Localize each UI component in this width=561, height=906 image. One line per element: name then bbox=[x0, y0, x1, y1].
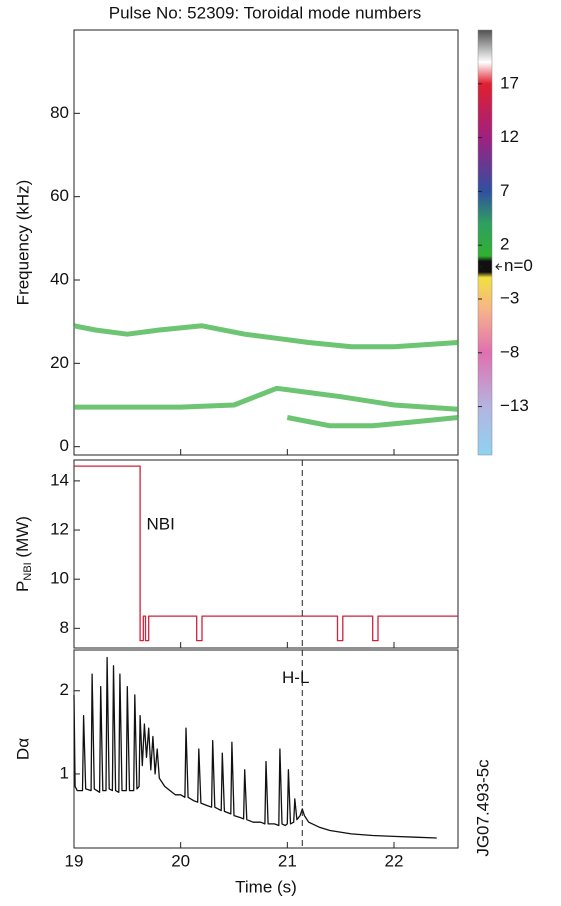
y-tick-label: 60 bbox=[50, 186, 69, 205]
arrow bbox=[495, 263, 502, 271]
data-line bbox=[74, 385, 459, 412]
y-tick-label: 8 bbox=[60, 618, 69, 637]
x-axis-label: Time (s) bbox=[235, 877, 297, 896]
data-line bbox=[74, 465, 458, 642]
x-tick-label: 21 bbox=[278, 851, 297, 870]
chart-title: Pulse No: 52309: Toroidal mode numbers bbox=[109, 3, 421, 22]
y-axis-label: Frequency (kHz) bbox=[13, 180, 32, 306]
y-tick-label: 14 bbox=[50, 470, 69, 489]
colorbar-tick-label: 17 bbox=[500, 73, 519, 92]
y-tick-label: 80 bbox=[50, 103, 69, 122]
annotation: H-L bbox=[282, 668, 309, 687]
y-label-sub: NBI bbox=[22, 562, 34, 580]
colorbar-tick-label: −13 bbox=[500, 396, 529, 415]
x-tick-label: 19 bbox=[65, 851, 84, 870]
colorbar-tick-label: −8 bbox=[500, 342, 519, 361]
annotation: NBI bbox=[147, 515, 175, 534]
colorbar-tick-label: n=0 bbox=[504, 256, 533, 275]
colorbar-tick-label: 12 bbox=[500, 127, 519, 146]
plot-frame bbox=[73, 459, 459, 649]
y-tick-label: 12 bbox=[50, 520, 69, 539]
y-axis-label: PNBI (MW) bbox=[13, 516, 33, 592]
x-tick-label: 20 bbox=[171, 851, 190, 870]
y-tick-label: 40 bbox=[50, 269, 69, 288]
y-tick-label: 0 bbox=[60, 436, 69, 455]
colorbar-tick-label: 7 bbox=[500, 181, 509, 200]
x-tick-label: 22 bbox=[385, 851, 404, 870]
plot-frame bbox=[73, 649, 459, 849]
y-tick-label: 1 bbox=[60, 763, 69, 782]
colorbar-tick-label: 2 bbox=[500, 235, 509, 254]
y-label-unit: (MW) bbox=[13, 516, 32, 562]
figure-id: JG07.493-5c bbox=[473, 759, 492, 857]
y-label-main: P bbox=[13, 581, 32, 592]
y-axis-label: Dα bbox=[13, 738, 32, 760]
y-tick-label: 20 bbox=[50, 353, 69, 372]
y-tick-label: 10 bbox=[50, 569, 69, 588]
data-line bbox=[73, 656, 437, 839]
colorbar bbox=[477, 29, 493, 456]
colorbar-tick-label: −3 bbox=[500, 288, 519, 307]
data-line bbox=[286, 415, 459, 429]
y-tick-label: 2 bbox=[60, 680, 69, 699]
plot-frame bbox=[73, 29, 459, 456]
data-line bbox=[73, 323, 459, 350]
